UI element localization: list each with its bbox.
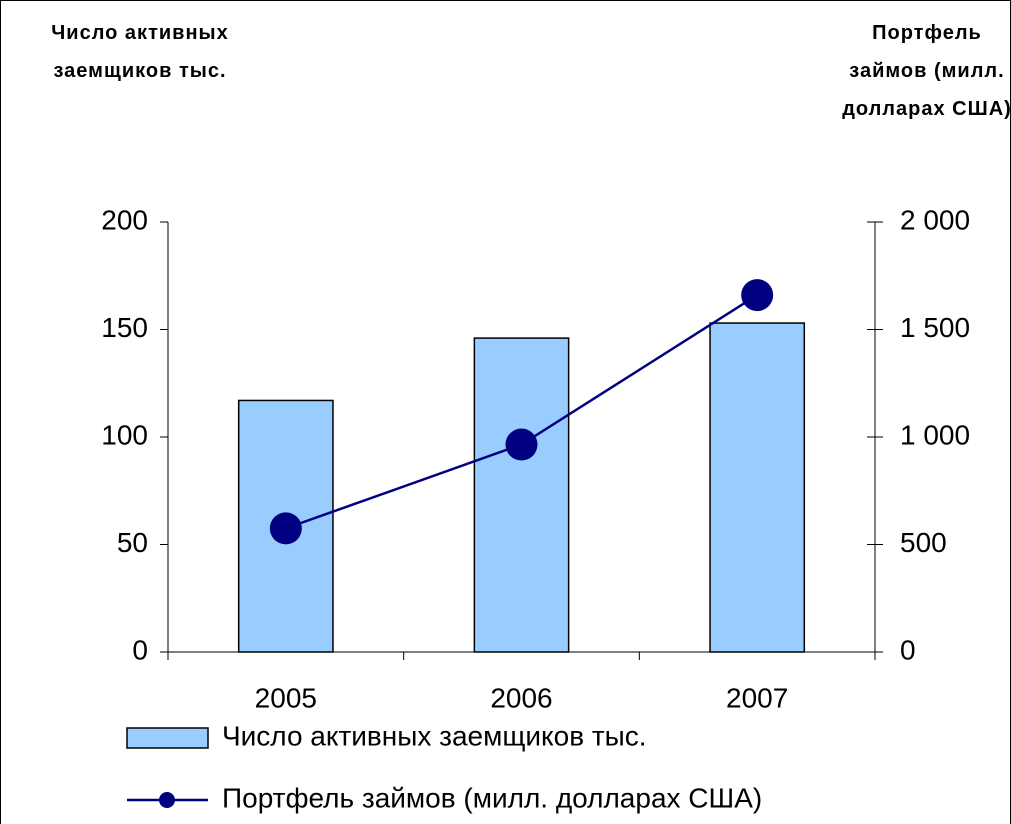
y2-tick-label: 500 (900, 527, 947, 558)
x-tick-label: 2007 (726, 682, 788, 713)
bar (473, 337, 570, 653)
y2-tick-label: 2 000 (900, 204, 970, 235)
y-axis-title: Число активных заемщиков тыс. (51, 22, 229, 82)
y2-tick-label: 1 000 (900, 419, 970, 450)
y2-tick-label: 0 (900, 634, 916, 665)
legend-marker (159, 792, 175, 808)
bar (709, 322, 806, 653)
line-marker (505, 428, 538, 461)
y-tick-label: 0 (132, 634, 148, 665)
legend-label: Портфель займов (милл. долларах США) (222, 782, 762, 813)
y-tick-label: 50 (117, 527, 148, 558)
y-tick-label: 200 (101, 204, 148, 235)
legend-label: Число активных заемщиков тыс. (222, 720, 647, 751)
x-tick-label: 2006 (490, 682, 552, 713)
y-tick-label: 150 (101, 312, 148, 343)
line-marker (741, 279, 774, 312)
x-tick-label: 2005 (255, 682, 317, 713)
legend-swatch (126, 727, 209, 749)
y2-tick-label: 1 500 (900, 312, 970, 343)
y-tick-label: 100 (101, 419, 148, 450)
y2-axis-title: Портфель займов (милл. долларах США) (842, 22, 1011, 120)
line-marker (269, 512, 302, 545)
